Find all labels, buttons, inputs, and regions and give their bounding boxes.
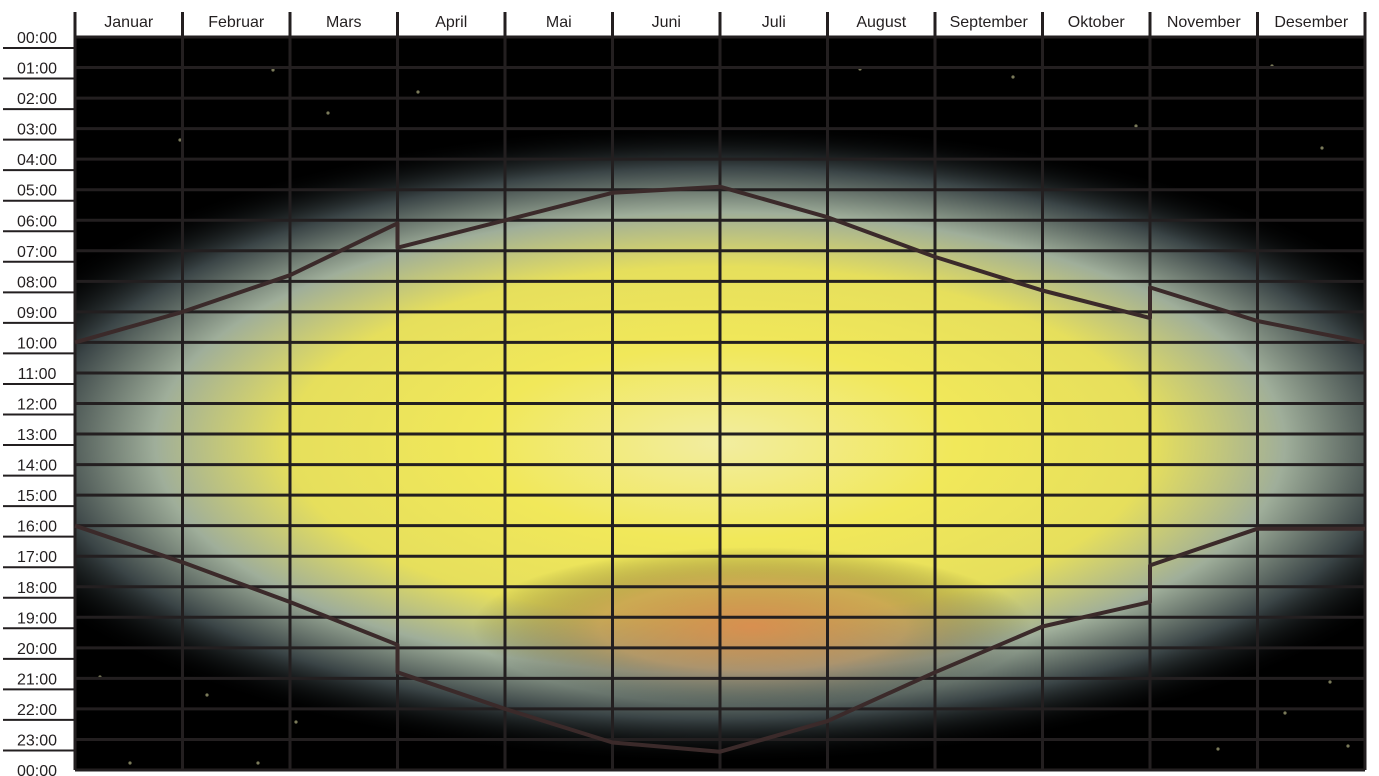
hour-label-9: 09:00 xyxy=(17,305,57,322)
star-4 xyxy=(1011,75,1015,79)
star-0 xyxy=(271,68,275,72)
hour-label-24: 00:00 xyxy=(17,763,57,776)
grid-lines xyxy=(73,12,1367,772)
hour-label-23: 23:00 xyxy=(17,732,57,749)
hour-label-16: 16:00 xyxy=(17,519,57,536)
sunrise-curve xyxy=(74,184,1366,345)
month-label-7: August xyxy=(856,14,906,31)
hour-label-6: 06:00 xyxy=(17,213,57,230)
hour-label-19: 19:00 xyxy=(17,610,57,627)
star-2 xyxy=(178,138,182,142)
hour-label-11: 11:00 xyxy=(18,366,57,383)
hour-label-7: 07:00 xyxy=(17,244,57,261)
hour-labels: 00:00 01:00 02:00 03:00 04:00 05:00 06:00 07:00… xyxy=(3,30,75,776)
month-label-0: Januar xyxy=(104,14,154,31)
star-7 xyxy=(1320,146,1324,150)
hour-label-3: 03:00 xyxy=(17,122,57,139)
hour-label-15: 15:00 xyxy=(17,488,57,505)
star-13 xyxy=(1328,680,1332,684)
month-label-5: Juni xyxy=(652,14,681,31)
month-label-9: Oktober xyxy=(1068,14,1126,31)
month-label-2: Mars xyxy=(326,14,362,31)
month-label-8: September xyxy=(950,14,1029,31)
hour-label-17: 17:00 xyxy=(17,549,57,566)
month-label-6: Juli xyxy=(762,14,786,31)
hour-label-1: 01:00 xyxy=(17,61,57,78)
hour-label-5: 05:00 xyxy=(17,183,57,200)
star-1 xyxy=(326,111,330,115)
sunset-curve xyxy=(74,523,1365,754)
hour-label-14: 14:00 xyxy=(17,458,57,475)
star-14 xyxy=(1283,711,1287,715)
month-label-3: April xyxy=(435,14,467,31)
hour-label-21: 21:00 xyxy=(17,671,57,688)
month-label-1: Februar xyxy=(208,14,265,31)
month-label-10: November xyxy=(1167,14,1241,31)
hour-label-8: 08:00 xyxy=(17,274,57,291)
hour-label-4: 04:00 xyxy=(17,152,57,169)
hour-label-12: 12:00 xyxy=(17,397,57,414)
hour-label-18: 18:00 xyxy=(17,580,57,597)
hour-label-0: 00:00 xyxy=(17,30,57,47)
hour-label-10: 10:00 xyxy=(17,335,57,352)
star-11 xyxy=(128,761,132,765)
star-9 xyxy=(205,693,209,697)
star-10 xyxy=(294,720,298,724)
hour-label-13: 13:00 xyxy=(17,427,57,444)
hour-label-20: 20:00 xyxy=(17,641,57,658)
star-16 xyxy=(1346,744,1350,748)
month-label-4: Mai xyxy=(546,14,572,31)
dusk-glow xyxy=(472,547,1032,706)
month-labels: Januar Februar Mars April Mai Juni Juli August S… xyxy=(104,14,1349,31)
hour-label-2: 02:00 xyxy=(17,91,57,108)
month-label-11: Desember xyxy=(1274,14,1348,31)
hour-label-22: 22:00 xyxy=(17,702,57,719)
daylight-curves xyxy=(74,184,1366,754)
star-12 xyxy=(256,761,260,765)
star-5 xyxy=(1134,124,1138,128)
star-15 xyxy=(1216,747,1220,751)
star-17 xyxy=(416,90,420,94)
